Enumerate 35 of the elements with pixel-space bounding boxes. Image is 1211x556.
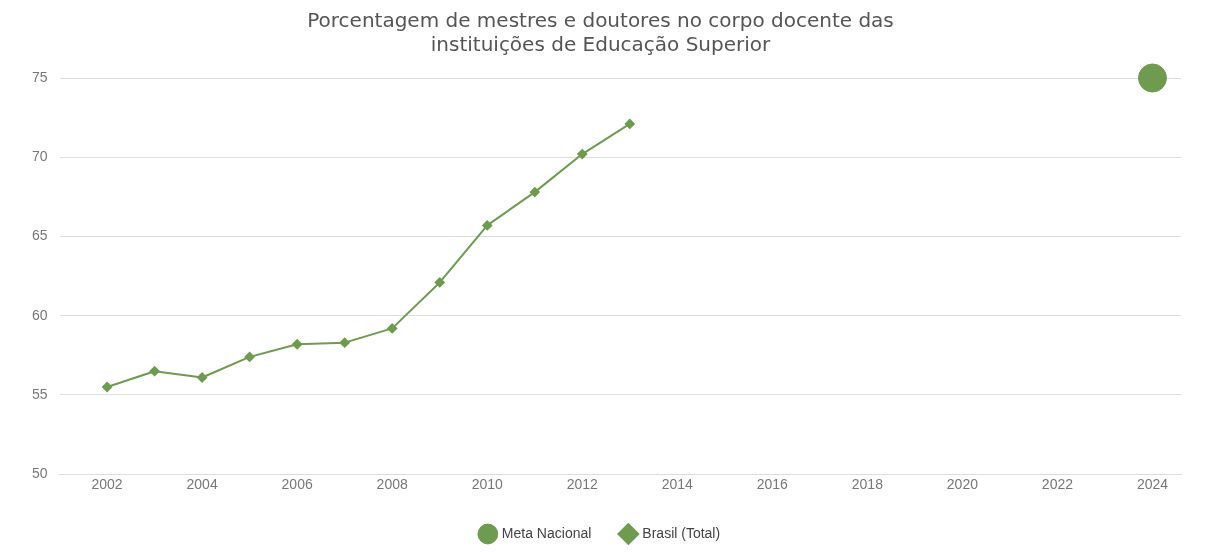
point bbox=[102, 382, 113, 393]
point bbox=[197, 372, 208, 383]
legend-label: Meta Nacional bbox=[501, 524, 592, 541]
x-tick-label: 2022 bbox=[1041, 476, 1074, 493]
x-tick-label: 2004 bbox=[186, 476, 218, 493]
point bbox=[482, 220, 493, 231]
point bbox=[529, 187, 540, 198]
y-tick-label: 50 bbox=[31, 465, 48, 482]
point bbox=[244, 351, 255, 362]
legend-label: Brasil (Total) bbox=[642, 524, 721, 541]
y-tick-label: 55 bbox=[31, 385, 48, 402]
y-tick-label: 75 bbox=[31, 68, 48, 85]
point bbox=[434, 277, 445, 288]
x-tick-label: 2006 bbox=[281, 476, 313, 493]
point bbox=[387, 323, 398, 334]
y-tick-label: 65 bbox=[31, 227, 48, 244]
x-tick-label: 2016 bbox=[756, 476, 789, 493]
x-tick-label: 2002 bbox=[91, 476, 123, 493]
point bbox=[339, 337, 350, 348]
x-tick-label: 2008 bbox=[376, 476, 408, 493]
text: instituições de Educação Superior bbox=[430, 32, 771, 57]
point bbox=[624, 118, 635, 129]
x-tick-label: 2014 bbox=[661, 476, 694, 493]
point bbox=[577, 149, 588, 160]
text: Porcentagem de mestres e doutores no corpo docente das bbox=[307, 8, 894, 33]
x-tick-label: 2012 bbox=[566, 476, 599, 493]
point bbox=[149, 366, 160, 377]
point bbox=[1137, 63, 1167, 93]
x-tick-label: 2018 bbox=[851, 476, 884, 493]
x-tick-label: 2020 bbox=[946, 476, 979, 493]
point bbox=[292, 339, 303, 350]
x-tick-label: 2010 bbox=[471, 476, 504, 493]
y-tick-label: 70 bbox=[31, 148, 48, 165]
x-tick-label: 2024 bbox=[1136, 476, 1169, 493]
y-tick-label: 60 bbox=[31, 306, 48, 323]
